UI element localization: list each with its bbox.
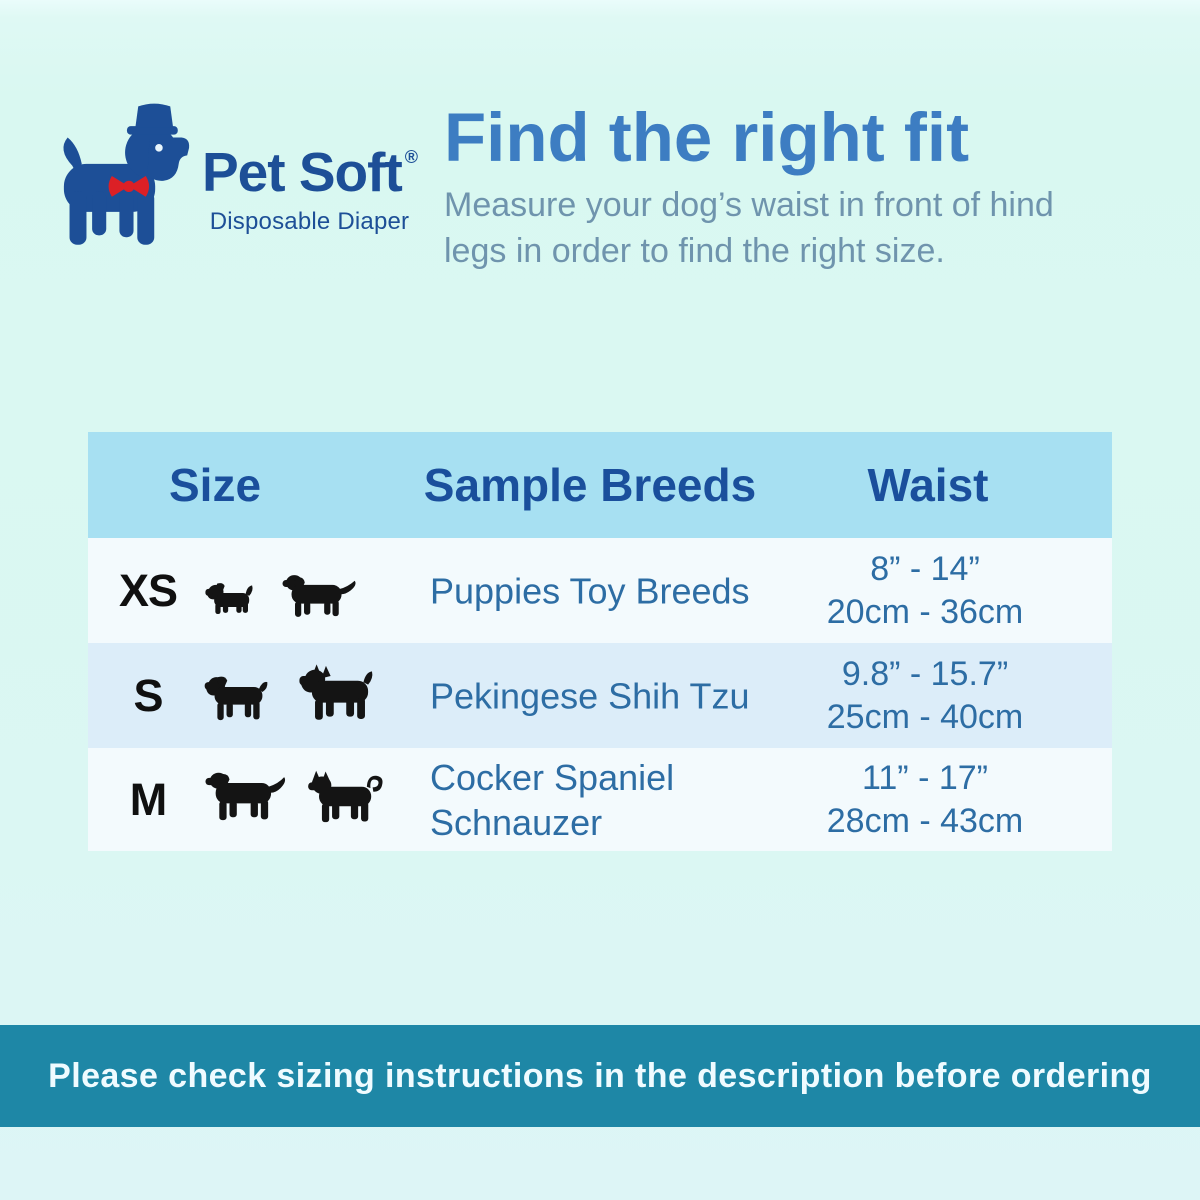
page-subtitle: Measure your dog’s waist in front of hin… (444, 182, 1054, 274)
terrier-icon (205, 583, 253, 614)
waist-cm: 20cm - 36cm (826, 592, 1024, 631)
size-label: M (129, 773, 167, 825)
waist-cm: 25cm - 40cm (826, 697, 1024, 736)
subtitle-line-1: Measure your dog’s waist in front of hin… (444, 186, 1054, 224)
size-chart-table: Size Sample Breeds Waist XS (88, 432, 1112, 851)
waist-inches: 9.8” - 15.7” (841, 654, 1009, 693)
labrador-icon (205, 772, 286, 821)
breeds-line-1: Cocker Spaniel (430, 756, 675, 798)
table-row-xs: XS (88, 538, 1112, 643)
spaniel-icon (282, 575, 356, 617)
schnauzer-large-icon (299, 664, 373, 720)
dog-silhouettes (204, 571, 360, 621)
table-header-row: Size Sample Breeds Waist (88, 432, 1112, 538)
footer-notice-banner: Please check sizing instructions in the … (0, 1025, 1200, 1127)
husky-icon (308, 770, 383, 823)
size-label: XS (118, 564, 178, 616)
table-row-m: M (88, 748, 1112, 851)
subtitle-line-2: legs in order to find the right size. (444, 232, 945, 270)
column-header-breeds: Sample Breeds (423, 459, 757, 511)
breeds-cell: Cocker Spaniel Schnauzer (430, 755, 674, 845)
waist-inches: 11” - 17” (862, 758, 988, 797)
size-label: S (133, 669, 163, 721)
breeds-cell: Pekingese Shih Tzu (430, 673, 750, 718)
breeds-cell: Puppies Toy Breeds (430, 568, 750, 613)
registered-mark: ® (404, 147, 419, 167)
breeds-line-1: Puppies Toy Breeds (430, 570, 750, 611)
breeds-line-2: Schnauzer (430, 801, 603, 843)
schnauzer-small-icon (204, 676, 268, 721)
waist-cm: 28cm - 43cm (826, 801, 1024, 840)
table-row-s: S (88, 643, 1112, 748)
logo-dog-eye (155, 144, 163, 152)
column-header-waist: Waist (867, 459, 989, 511)
page-title: Find the right fit (444, 99, 970, 176)
brand-tagline: Disposable Diaper (209, 208, 410, 235)
column-header-size: Size (168, 459, 262, 511)
schnauzer-tophat-bowtie-icon (63, 103, 190, 245)
waist-inches: 8” - 14” (870, 549, 980, 588)
dog-silhouettes (204, 662, 384, 726)
waist-cell: 11” - 17” 28cm - 43cm (827, 757, 1024, 843)
waist-cell: 9.8” - 15.7” 25cm - 40cm (827, 653, 1024, 739)
bowtie-icon (108, 176, 150, 197)
waist-cell: 8” - 14” 20cm - 36cm (827, 548, 1024, 634)
dog-silhouettes (204, 769, 390, 829)
breeds-line-1: Pekingese Shih Tzu (430, 675, 750, 716)
brand-name: Pet Soft (202, 141, 403, 203)
brand-block: Pet Soft ® Disposable Diaper (202, 140, 419, 236)
footer-notice-text: Please check sizing instructions in the … (48, 1056, 1152, 1095)
